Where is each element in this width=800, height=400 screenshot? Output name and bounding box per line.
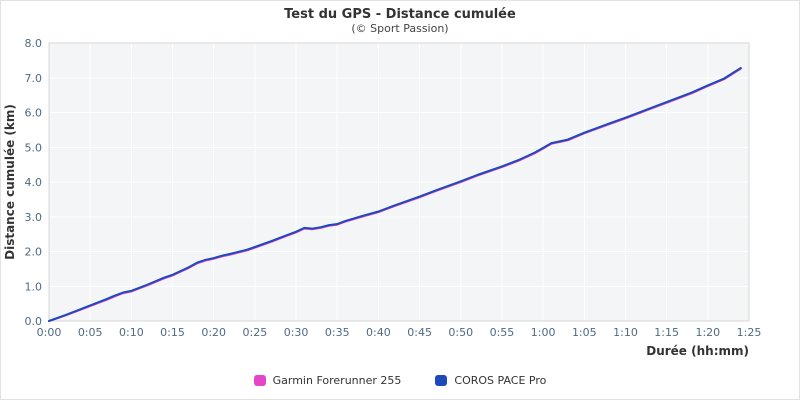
x-tick-label: 0:45 (407, 326, 432, 339)
x-axis-label: Durée (hh:mm) (646, 344, 749, 358)
legend-label-garmin: Garmin Forerunner 255 (272, 373, 402, 387)
chart-legend: Garmin Forerunner 255 COROS PACE Pro (1, 367, 799, 393)
x-tick-label: 1:10 (613, 326, 638, 339)
plot-area: 0:00 0:05 0:10 0:15 0:20 0:25 0:30 0:35 0:40 0:45… (25, 37, 762, 339)
coros-series-swatch-icon (435, 374, 448, 386)
x-tick-label: 0:05 (78, 326, 103, 339)
legend-item-coros[interactable]: COROS PACE Pro (435, 374, 546, 387)
y-tick-label: 6.0 (25, 107, 43, 120)
x-tick-label: 0:40 (366, 326, 391, 339)
chart-title: Test du GPS - Distance cumulée (284, 7, 516, 22)
x-tick-label: 1:25 (737, 326, 762, 339)
chart-subtitle: (© Sport Passion) (351, 22, 448, 35)
x-tick-label: 1:05 (572, 326, 597, 339)
x-tick-label: 0:00 (37, 326, 62, 339)
garmin-series-swatch-icon (253, 374, 266, 386)
plot-border (48, 42, 750, 322)
y-tick-label: 8.0 (25, 37, 43, 50)
gps-distance-chart: Test du GPS - Distance cumulée (© Sport … (3, 7, 762, 358)
y-tick-label: 0.0 (25, 315, 43, 328)
x-tick-label: 0:20 (201, 326, 226, 339)
y-tick-label: 3.0 (25, 211, 43, 224)
x-tick-label: 1:15 (654, 326, 679, 339)
legend-item-garmin[interactable]: Garmin Forerunner 255 (253, 373, 402, 387)
x-tick-label: 1:00 (531, 326, 556, 339)
legend-label-coros: COROS PACE Pro (454, 373, 547, 387)
series-line-coros-pace-pro (48, 67, 742, 322)
y-axis-label: Distance cumulée (km) (3, 104, 17, 260)
y-tick-label: 7.0 (25, 72, 43, 85)
x-tick-label: 0:50 (448, 326, 473, 339)
x-tick-label: 0:15 (160, 326, 185, 339)
y-tick-label: 5.0 (25, 141, 43, 154)
y-tick-label: 4.0 (25, 176, 43, 189)
x-tick-label: 0:35 (325, 326, 350, 339)
y-tick-label: 1.0 (25, 280, 43, 293)
x-tick-label: 1:20 (695, 326, 720, 339)
x-tick-label: 0:30 (284, 326, 309, 339)
x-tick-label: 0:25 (243, 326, 268, 339)
x-tick-label: 0:10 (119, 326, 144, 339)
x-tick-label: 0:55 (490, 326, 515, 339)
y-tick-label: 2.0 (25, 246, 43, 259)
